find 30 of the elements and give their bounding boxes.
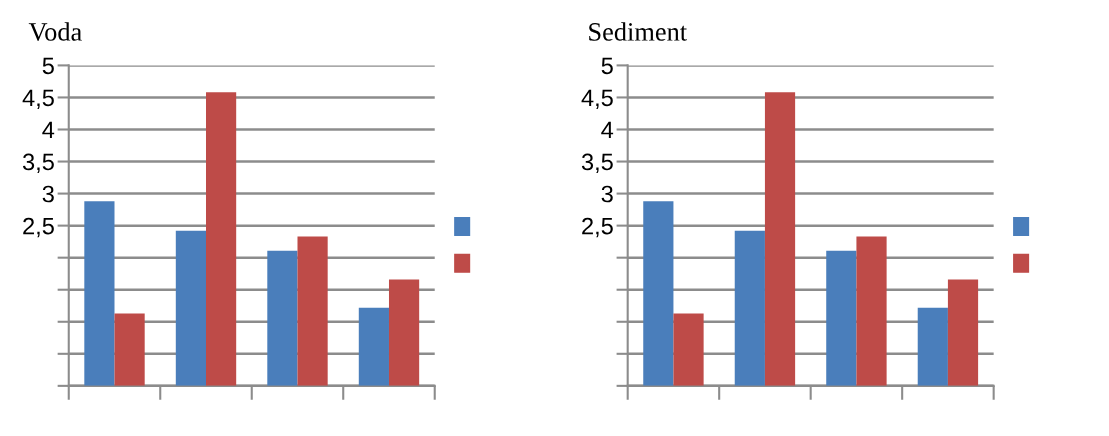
y-tick-label: 4,5 [581,89,613,110]
bar [206,92,237,386]
chart-title: Sediment [589,22,687,41]
y-tick-label: 5 [42,57,54,75]
y-tick-label: 4 [42,121,55,139]
chart-title: Voda [28,22,82,41]
bar [358,307,389,386]
y-tick-label: 3,5 [581,153,613,174]
y-tick-label: 4 [601,121,614,139]
y-tick-label: 2,5 [582,217,613,238]
bar [114,313,145,386]
bar [643,201,674,386]
bar [947,279,979,386]
bar [734,230,765,386]
y-tick-label: 2,5 [23,217,54,238]
bar [175,230,206,386]
bar [856,236,887,386]
bar [297,236,328,386]
bar [917,307,948,386]
bar [84,201,115,386]
bar [826,250,857,386]
y-tick-label: 4,5 [22,89,54,110]
y-tick-label: 3 [42,185,54,203]
y-tick-label: 5 [601,57,613,75]
bar [673,313,704,386]
y-tick-label: 3 [601,185,613,203]
bar [388,279,420,386]
bar [764,92,796,386]
bar [267,250,298,386]
y-tick-label: 3,5 [22,153,54,174]
